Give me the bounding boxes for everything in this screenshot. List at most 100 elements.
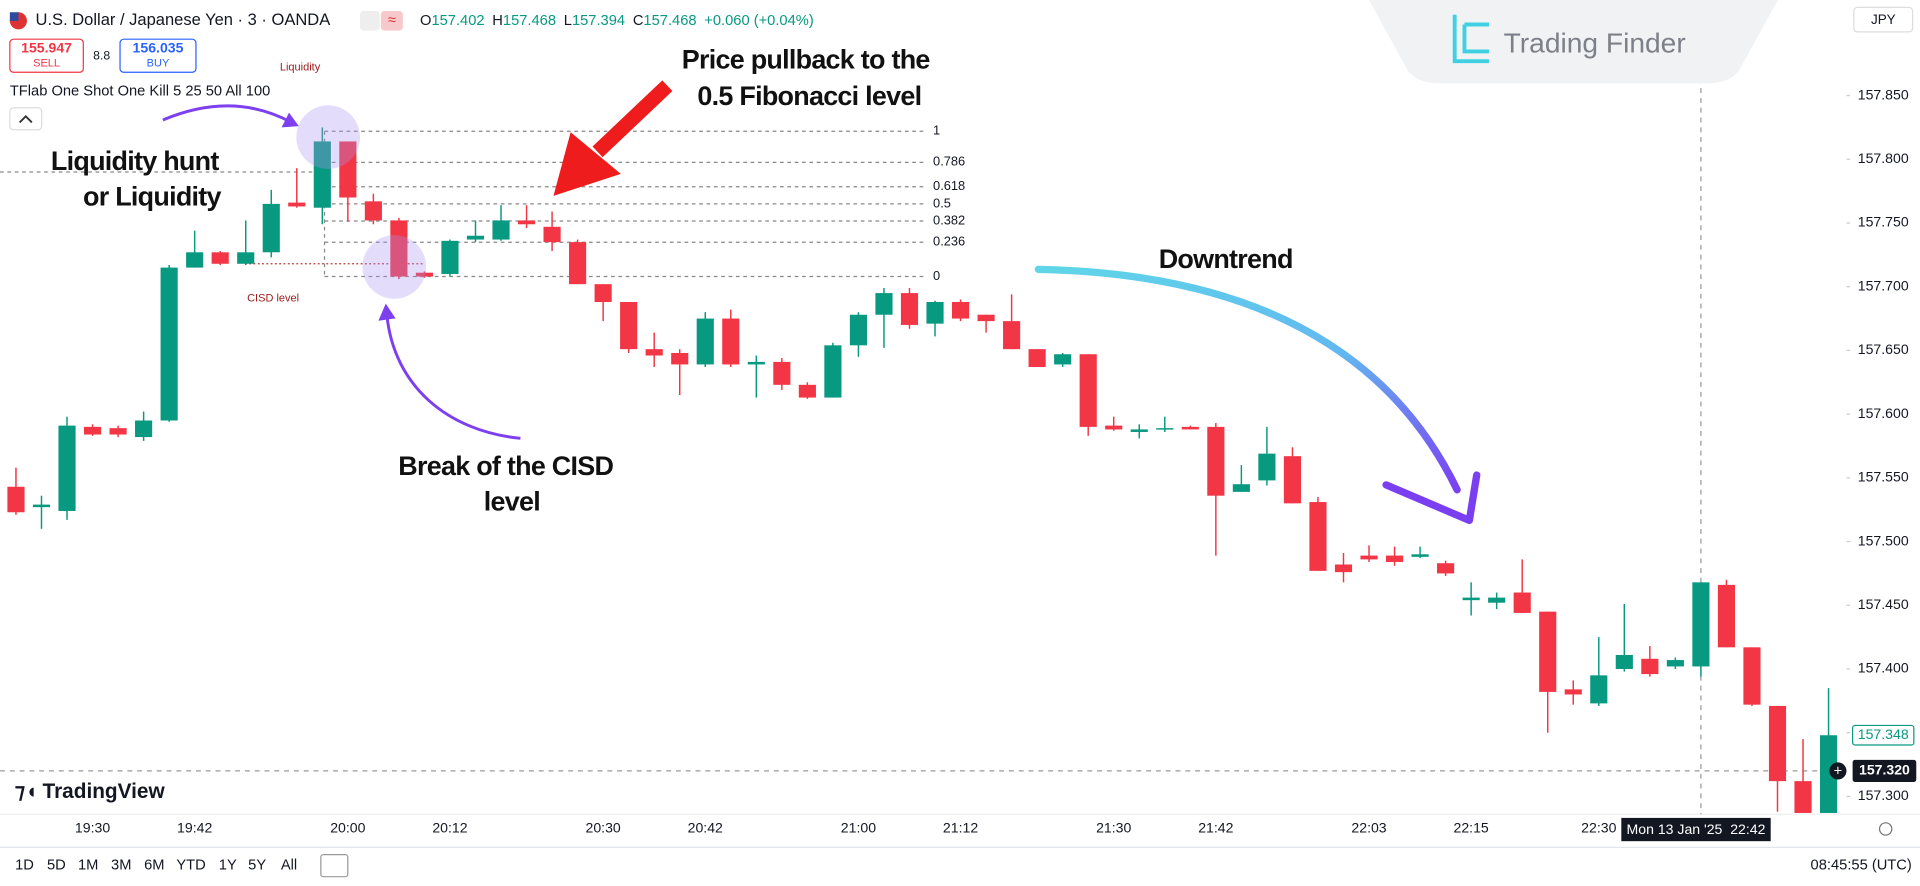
y-tick-label: 157.400: [1858, 660, 1909, 676]
sell-button[interactable]: [9, 38, 84, 73]
symbol-title: U.S. Dollar / Japanese Yen · 3 · OANDA: [36, 10, 331, 29]
annotation: or Liquidity: [83, 181, 222, 211]
add-button[interactable]: [1829, 762, 1847, 780]
candle-body: [900, 293, 919, 325]
compare-button[interactable]: [380, 11, 403, 31]
candle-body: [109, 428, 127, 435]
x-tick-label: 22:15: [1454, 820, 1489, 836]
y-tick-label: 157.650: [1858, 341, 1909, 357]
candle-body: [1666, 660, 1684, 667]
settings-button[interactable]: [1878, 822, 1893, 836]
arrowhead: [1382, 471, 1481, 525]
range-button[interactable]: 1M: [78, 858, 98, 874]
ohlc-value: 157.394: [572, 13, 625, 29]
range-button[interactable]: 5Y: [248, 858, 266, 874]
candle-body: [313, 141, 331, 208]
y-tick-label: 157.850: [1858, 86, 1909, 102]
sell-label: SELL: [33, 58, 60, 70]
range-button[interactable]: All: [281, 858, 297, 874]
y-tick-label: 157.700: [1858, 277, 1909, 293]
candle-body: [1437, 563, 1455, 574]
candle-body: [364, 201, 382, 221]
x-tick-label: 20:42: [688, 820, 723, 836]
date-range-button[interactable]: [320, 854, 349, 878]
x-tick-label: 21:00: [841, 820, 876, 836]
x-tick-label: 22:30: [1581, 820, 1616, 836]
candle-body: [1181, 426, 1199, 430]
y-tick-label: 157.300: [1858, 787, 1909, 803]
eye-button[interactable]: [360, 11, 380, 31]
plot-area: 157.850 157.800 157.750 157.700 157.650 157.6…: [0, 0, 1920, 842]
candle-body: [1411, 554, 1429, 557]
range-button[interactable]: 3M: [111, 858, 131, 874]
candle-body: [1385, 555, 1404, 562]
clock: 08:45:55 (UTC): [1811, 858, 1912, 874]
currency-button[interactable]: [1853, 6, 1914, 33]
fib-label: 0.5: [933, 195, 951, 210]
range-button[interactable]: 5D: [47, 858, 66, 874]
annotation: Price pullback to the: [682, 44, 931, 74]
collapse-button[interactable]: [9, 107, 43, 131]
x-tick-label: 20:00: [330, 820, 365, 836]
collapse-icon: [18, 115, 33, 124]
candle-body: [262, 203, 280, 253]
buy-button[interactable]: [119, 38, 197, 73]
candle-body: [824, 345, 842, 398]
ohlc-change: +0.060 (+0.04%): [704, 13, 813, 29]
y-tick-label: 157.500: [1858, 532, 1909, 548]
crosshair-price-box: [1852, 759, 1917, 782]
candle-body: [135, 420, 153, 438]
range-button[interactable]: 1Y: [219, 858, 237, 874]
sell-price: 155.947: [21, 40, 72, 56]
y-tick-label: 157.800: [1858, 150, 1909, 166]
candle-body: [1692, 582, 1710, 667]
candle-body: [722, 318, 740, 365]
x-tick-label: 21:42: [1198, 820, 1233, 836]
candle-body: [211, 252, 229, 264]
candle-body: [390, 220, 408, 277]
candle-body: [1743, 647, 1761, 705]
x-tick-label: 20:30: [586, 820, 621, 836]
x-tick-label: 21:30: [1096, 820, 1131, 836]
last-price-box: [1851, 724, 1915, 746]
y-tick-label: 157.600: [1858, 405, 1909, 421]
candle-body: [594, 284, 612, 302]
range-button[interactable]: YTD: [176, 858, 205, 874]
fib-label: 0.618: [933, 178, 965, 193]
fib-label: 0.382: [933, 212, 965, 227]
candle-body: [83, 426, 102, 435]
candle-body: [977, 314, 995, 322]
annotation: Downtrend: [1159, 244, 1293, 274]
brand-icon: ⁊◖: [15, 780, 38, 803]
candle-body: [645, 349, 663, 356]
candle-body: [237, 252, 255, 264]
liquidity-label: Liquidity: [280, 61, 321, 73]
candle-body: [1615, 654, 1633, 669]
arrow: [1034, 265, 1461, 494]
range-button[interactable]: 1D: [15, 858, 34, 874]
candle-body: [1462, 597, 1480, 601]
candle-body: [1819, 735, 1838, 813]
ohlc-key: L: [564, 13, 572, 29]
brand-logo: ⁊◖ TradingView: [15, 780, 166, 803]
crosshair-price-label: 157.320: [1859, 762, 1910, 778]
x-tick-label: 22:03: [1351, 820, 1386, 836]
candle-body: [1207, 426, 1225, 496]
crosshair-time-label: Mon 13 Jan '25 22:42: [1627, 821, 1766, 837]
candle-body: [517, 220, 536, 225]
candle-body: [32, 504, 51, 508]
ohlc-legend: O157.402 H157.468 L157.394 C157.468 +0.0…: [420, 13, 814, 29]
range-button[interactable]: 6M: [144, 858, 164, 874]
candle-body: [492, 220, 510, 240]
candle-body: [1258, 453, 1276, 481]
spread: 8.8: [93, 49, 110, 63]
cisd-label: CISD level: [247, 293, 299, 305]
buy-price: 156.035: [133, 40, 184, 56]
candle-body: [620, 301, 638, 350]
candle-body: [1130, 429, 1148, 432]
candle-body: [1079, 354, 1097, 427]
ohlc-value: 157.468: [643, 13, 696, 29]
candle-body: [773, 361, 791, 385]
ohlc-value: 157.468: [503, 13, 556, 29]
